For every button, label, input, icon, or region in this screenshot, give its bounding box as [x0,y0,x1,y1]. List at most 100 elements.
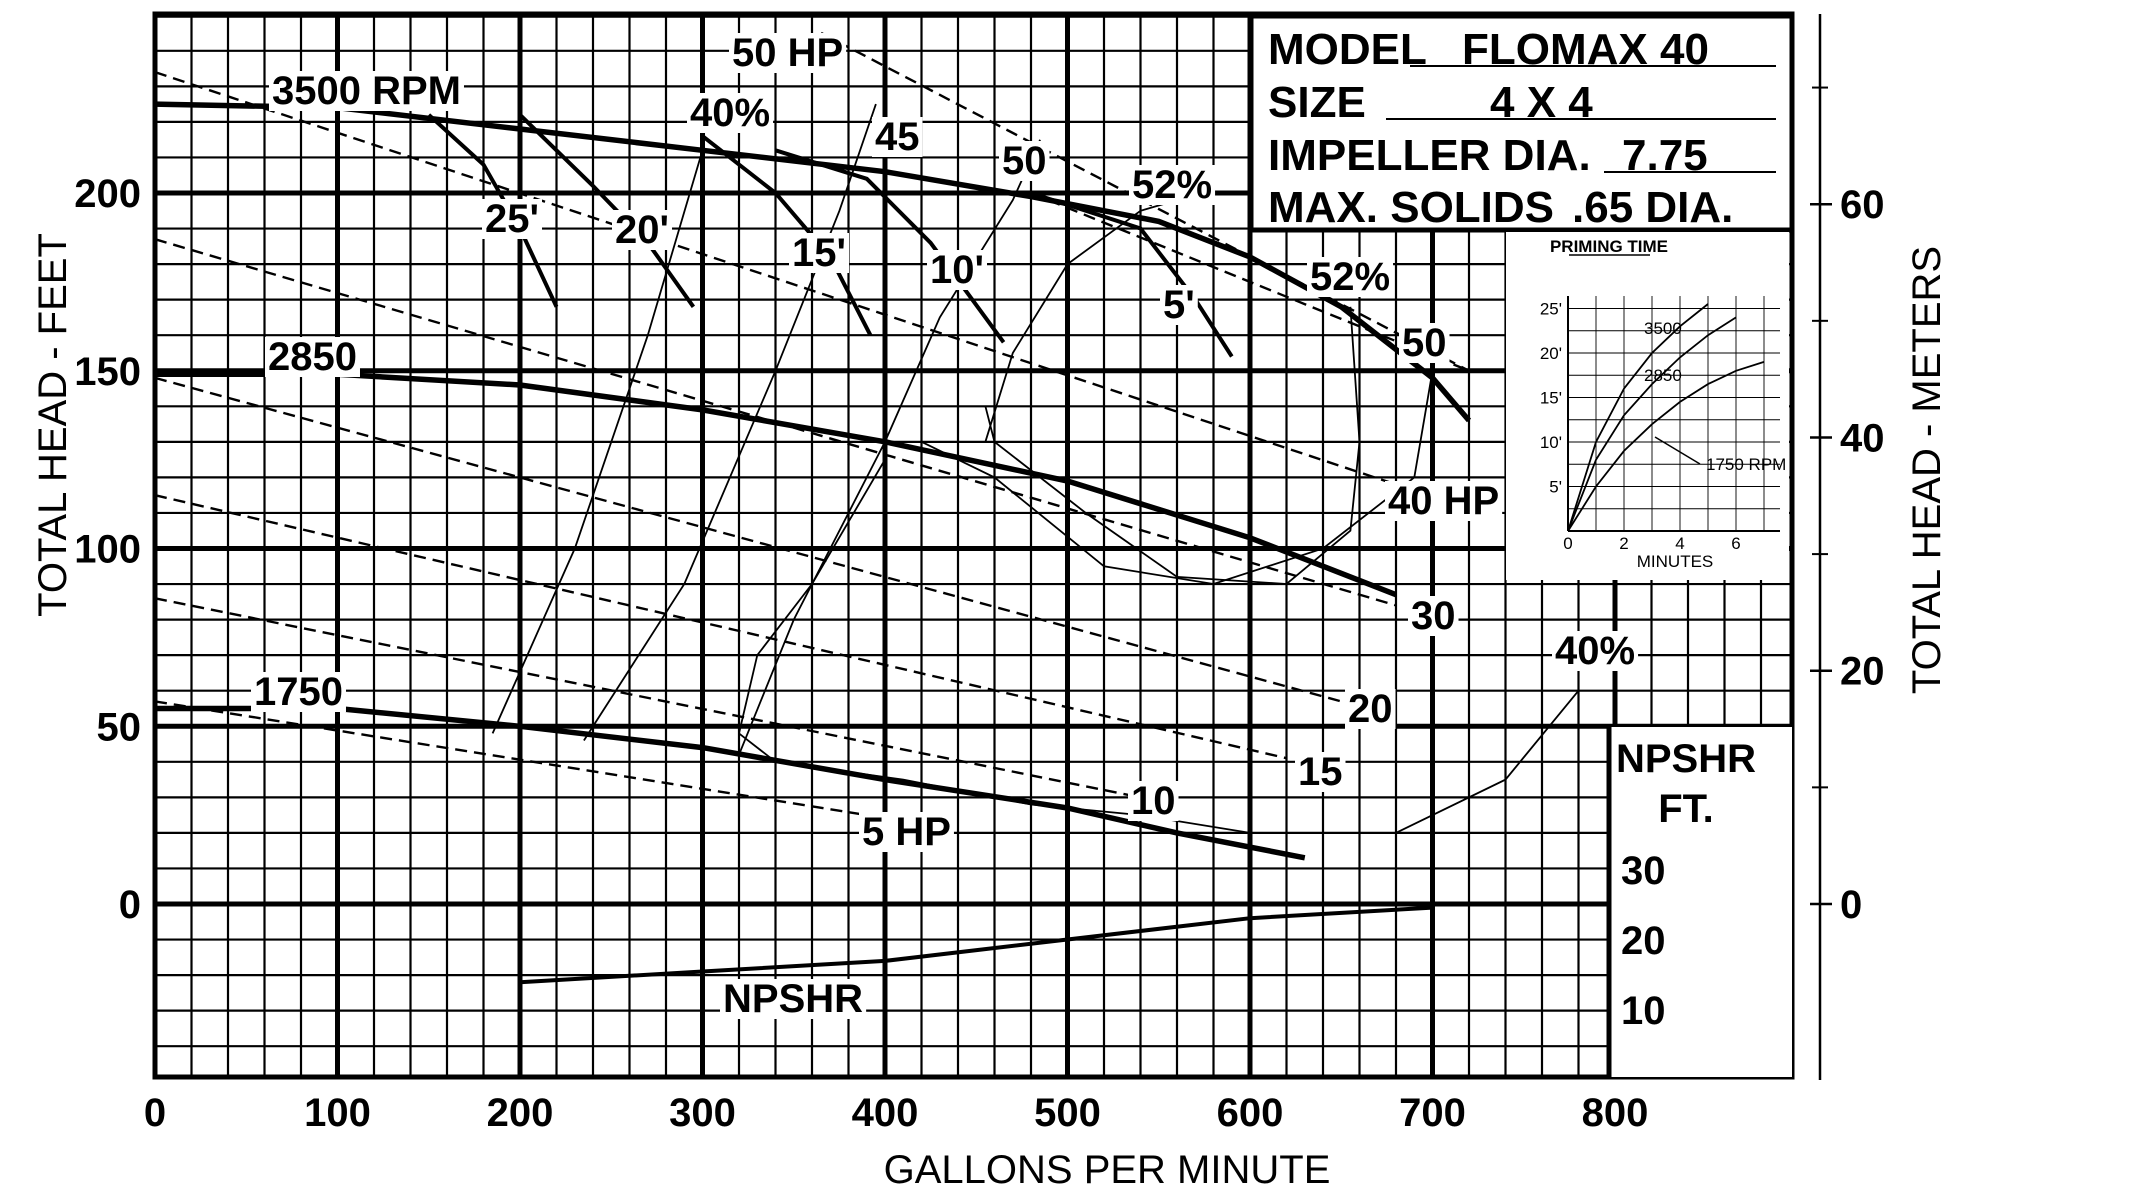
horsepower-label: 30 [1411,594,1456,638]
speed-curve-label: 1750 [254,670,343,714]
inset-x-title: MINUTES [1637,552,1714,571]
horsepower-label: 20 [1348,687,1393,731]
npshr-axis-title: NPSHR [1616,737,1756,781]
curve-label-background [265,337,360,377]
curve-label-background [927,250,988,290]
chart-grid [152,11,1795,1080]
npsh-contour-label: 25' [485,197,539,241]
npsh-contour [701,134,873,337]
curve-label-background [1552,631,1639,671]
plot-frame [152,11,1795,1080]
y-tick-label: 50 [97,705,142,749]
inset-y-tick-label: 20' [1540,344,1562,363]
efficiency-label: 45 [875,115,920,159]
speed-curve-label: 2850 [268,335,357,379]
curve-label-background [612,210,673,250]
npshr-curve-label: NPSHR [723,977,863,1021]
efficiency-contour [583,103,877,741]
y-tick-label: 0 [119,883,141,927]
curve-label-background [999,141,1050,181]
efficiency-contour [984,306,1361,585]
inset-series-line [1567,361,1765,532]
inset-title: PRIMING TIME [1550,237,1668,256]
info-solids-value: .65 DIA. [1572,183,1733,232]
npshr-axis-box: NPSHR FT. 30 20 10 [1606,727,1792,1077]
efficiency-label: 50 [1002,139,1047,183]
npshr-tick-label: 20 [1621,919,1666,963]
y-tick-label: 150 [74,350,141,394]
y-tick-label: 100 [74,528,141,572]
inset-series: 3500 2850 1750 RPM [1567,303,1786,532]
inset-x-tick-label: 0 [1563,534,1572,553]
priming-time-inset: PRIMING TIME 0 2 4 6 5' 10' 15' 20' 25' 3500 2850… [1506,232,1789,580]
npsh-contour-label: 5' [1163,283,1195,327]
inset-series-line [1567,316,1737,532]
efficiency-label: 52% [1132,163,1212,207]
inset-y-tick-label: 25' [1540,300,1562,319]
horsepower-label: 5 HP [862,810,951,854]
horsepower-label: 50 [1402,321,1447,365]
y2-tick-label: 0 [1840,883,1862,927]
inset-series-label: 2850 [1644,366,1682,385]
curve-label-background [789,233,850,273]
info-size-label: SIZE [1268,78,1366,127]
inset-y-tick-label: 15' [1540,389,1562,408]
x-tick-label: 400 [852,1091,919,1135]
efficiency-contour [921,370,1434,585]
x-tick-label: 200 [487,1091,554,1135]
x-tick-label: 100 [304,1091,371,1135]
x-tick-label: 700 [1399,1091,1466,1135]
npshr-curve [519,905,1433,985]
horsepower-label: 10 [1131,779,1176,823]
x-tick-label: 500 [1034,1091,1101,1135]
x-axis-title: GALLONS PER MINUTE [884,1148,1331,1192]
speed-curves [154,101,1472,861]
curve-label-background [1385,481,1503,521]
curve-label-background [1129,165,1216,205]
curve-label-background [1345,689,1396,729]
curve-label-background [1399,323,1450,363]
x-tick-label: 800 [1582,1091,1649,1135]
info-model-label: MODEL [1268,25,1427,74]
curve-label-background [1408,596,1459,636]
inset-x-tick-label: 4 [1675,534,1684,553]
horsepower-label: 40 HP [1388,479,1499,523]
npshr-curve-line [519,905,1433,985]
inset-series-label: 1750 RPM [1706,455,1786,474]
inset-y-tick-label: 5' [1549,478,1562,497]
npsh-contour [427,113,559,308]
horsepower-label: 50 HP [732,31,843,75]
curve-label-background [251,672,346,712]
curve-label-background [687,93,774,133]
y-tick-label: 200 [74,172,141,216]
npsh-contour [1030,191,1234,358]
y2-tick-label: 40 [1840,416,1885,460]
horsepower-line [1030,191,1470,372]
curve-label-background [1160,285,1198,325]
horsepower-line [154,597,1141,799]
efficiency-contour [491,150,704,734]
speed-curve-label: 3500 RPM [272,69,461,113]
horsepower-line [154,494,1287,760]
inset-leader-line [1654,436,1701,465]
efficiency-label: 40% [690,91,770,135]
npshr-axis-unit: FT. [1658,787,1714,831]
curve-label-background [1295,752,1346,792]
horsepower-line [154,700,867,817]
npsh-contour-label: 20' [615,208,669,252]
axis-ticks: 0 100 200 300 400 500 600 700 800050100150200020… [74,86,1885,1135]
inset-grid: 0 2 4 6 5' 10' 15' 20' 25' [1540,296,1780,553]
horsepower-line [154,70,1397,486]
inset-x-tick-label: 2 [1619,534,1628,553]
curve-label-background [729,33,847,73]
curve-label-background [1307,257,1394,297]
inset-x-tick-label: 6 [1731,534,1740,553]
y2-axis-title: TOTAL HEAD - METERS [1905,246,1949,694]
efficiency-label: 52% [1310,255,1390,299]
efficiency-contour [984,199,1178,443]
curve-label-background [1128,781,1179,821]
speed-curve [155,371,1397,598]
speed-curve [154,101,1472,423]
